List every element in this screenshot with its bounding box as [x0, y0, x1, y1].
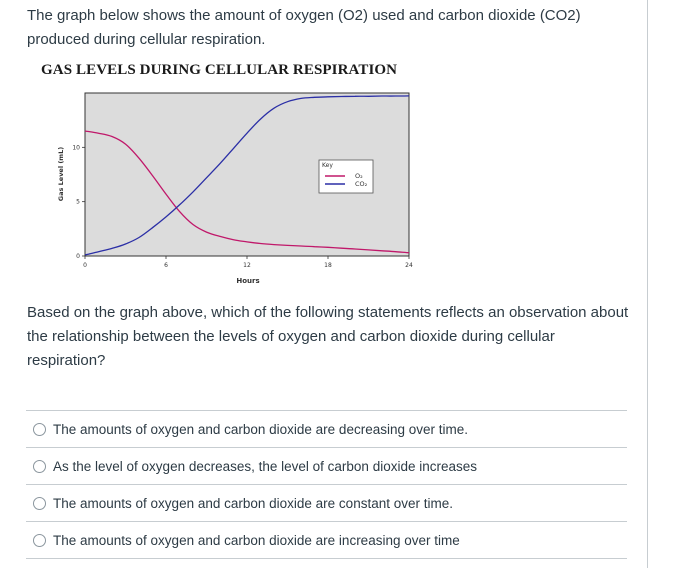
- answer-option[interactable]: The amounts of oxygen and carbon dioxide…: [26, 410, 627, 447]
- x-tick-label: 24: [405, 262, 413, 269]
- question-prompt: Based on the graph above, which of the f…: [27, 304, 629, 369]
- x-tick-label: 12: [243, 262, 251, 269]
- answer-option[interactable]: The amounts of oxygen and carbon dioxide…: [26, 521, 627, 559]
- radio-button[interactable]: [33, 496, 46, 510]
- x-tick-label: 6: [164, 262, 168, 269]
- answer-label: The amounts of oxygen and carbon dioxide…: [53, 532, 460, 548]
- y-tick-label: 5: [76, 199, 80, 206]
- question-intro: The graph below shows the amount of oxyg…: [27, 7, 581, 48]
- answer-option[interactable]: As the level of oxygen decreases, the le…: [26, 447, 627, 484]
- co2-series-line: [84, 95, 410, 256]
- radio-button[interactable]: [33, 533, 46, 547]
- y-tick-label: 0: [76, 253, 80, 260]
- x-tick-label: 0: [83, 262, 87, 269]
- legend-title: Key: [322, 162, 333, 169]
- question-panel: The graph below shows the amount of oxyg…: [26, 0, 648, 568]
- y-axis-label: Gas Level (mL): [57, 147, 65, 201]
- y-tick-label: 10: [72, 144, 80, 151]
- answer-option[interactable]: The amounts of oxygen and carbon dioxide…: [26, 484, 627, 521]
- answer-label: As the level of oxygen decreases, the le…: [53, 458, 477, 474]
- answer-list: The amounts of oxygen and carbon dioxide…: [26, 410, 627, 559]
- chart-title: GAS LEVELS DURING CELLULAR RESPIRATION: [41, 62, 398, 78]
- x-tick-label: 18: [324, 262, 332, 269]
- answer-label: The amounts of oxygen and carbon dioxide…: [53, 495, 453, 511]
- radio-button[interactable]: [33, 459, 46, 473]
- legend: Key O₂ CO₂: [318, 159, 374, 194]
- gas-levels-chart: 0 6 12 18 24 0 5 10 Key O₂ CO₂ Hours Gas Level …: [57, 92, 413, 285]
- radio-button[interactable]: [33, 422, 46, 436]
- legend-o2-label: O₂: [355, 172, 363, 180]
- o2-series-line: [84, 130, 410, 254]
- x-axis-label: Hours: [236, 277, 259, 285]
- answer-label: The amounts of oxygen and carbon dioxide…: [53, 421, 468, 437]
- legend-co2-label: CO₂: [355, 180, 368, 188]
